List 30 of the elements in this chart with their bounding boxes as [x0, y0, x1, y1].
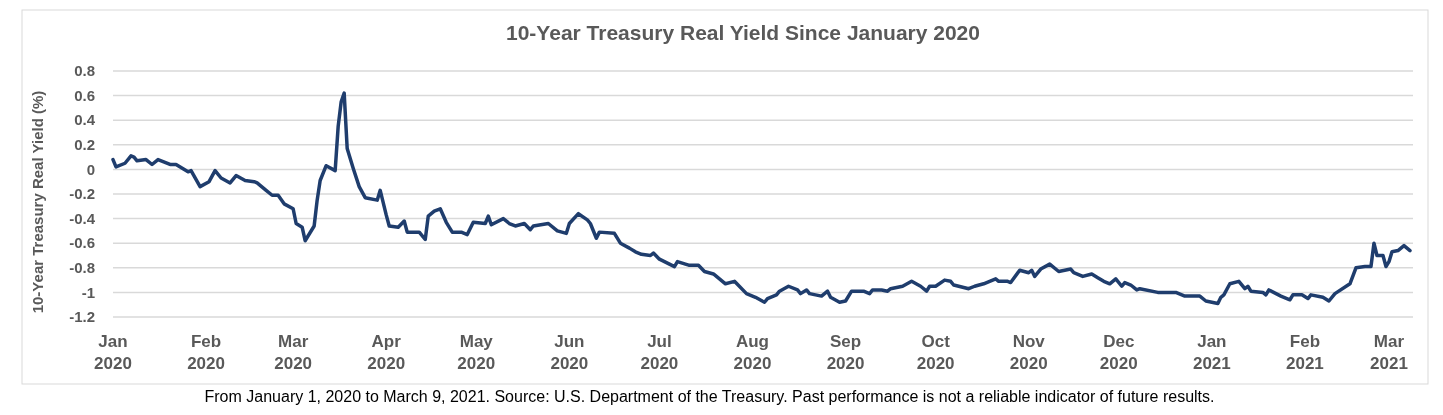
y-tick-label: -0.2 — [69, 185, 95, 203]
x-tick-label: Mar 2020 — [274, 332, 313, 373]
y-axis-title: 10-Year Treasury Real Yield (%) — [29, 90, 46, 314]
x-tick-label: Feb 2020 — [187, 332, 225, 373]
x-tick-label: Nov 2020 — [1009, 332, 1048, 373]
line-series — [111, 91, 1412, 306]
x-tick-label: Sep 2020 — [826, 332, 865, 373]
x-tick-label: Aug 2020 — [733, 332, 772, 373]
x-tick-label: Jun 2020 — [550, 332, 589, 373]
y-tick-label: -1 — [81, 283, 95, 301]
x-tick-label: Oct 2020 — [916, 332, 955, 373]
x-tick-label: May 2020 — [457, 332, 496, 373]
x-tick-label: Feb 2021 — [1286, 332, 1324, 373]
x-tick-label: Jan 2021 — [1192, 332, 1231, 373]
x-tick-label: Jan 2020 — [94, 332, 132, 373]
x-tick-label: Apr 2020 — [367, 332, 406, 373]
y-tick-label: 0.2 — [74, 136, 95, 154]
chart-title: 10-Year Treasury Real Yield Since January 2020 — [506, 21, 980, 44]
text: From January 1, 2020 to March 9, 2021. Source: U.S. Department of the Treasury. Past performance is not a reliable indicator of future results. — [204, 388, 1215, 405]
x-tick-label: Mar 2021 — [1370, 332, 1408, 373]
y-tick-label: 0.6 — [74, 86, 95, 104]
y-tick-label: -1.2 — [69, 308, 95, 326]
y-tick-label: -0.6 — [69, 234, 95, 252]
y-tick-label: -0.4 — [69, 209, 96, 227]
y-tick-label: 0.4 — [74, 111, 96, 129]
y-tick-label: 0 — [86, 160, 95, 178]
y-tick-label: -0.8 — [69, 259, 95, 277]
x-tick-label: Jul 2020 — [640, 332, 679, 373]
y-tick-label: 0.8 — [74, 62, 95, 80]
x-tick-label: Dec 2020 — [1099, 332, 1138, 373]
